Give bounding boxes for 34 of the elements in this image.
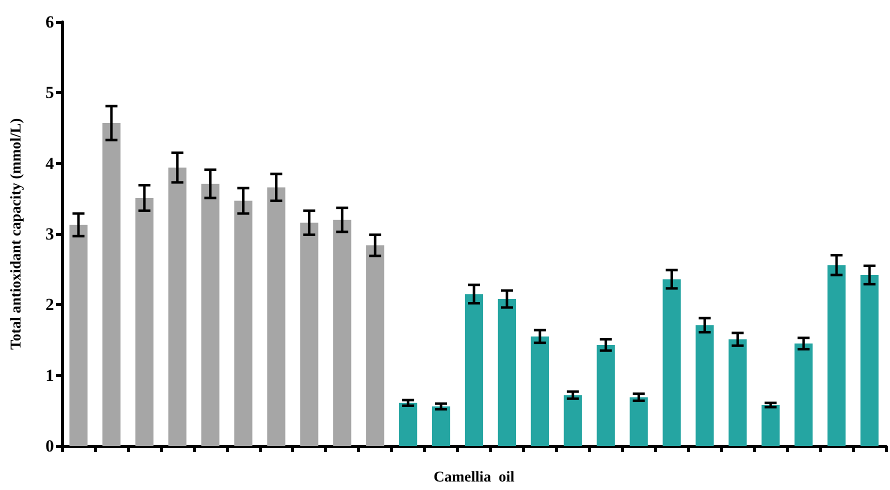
bar [168,168,186,446]
y-tick-label: 2 [46,295,54,314]
bar [630,397,648,446]
y-tick-label: 6 [46,12,54,32]
bar [300,222,318,446]
y-tick-label: 3 [46,224,54,244]
bar [102,123,121,446]
bar [564,395,582,446]
x-axis-title: Camellia oil [434,470,514,486]
bar [662,279,681,446]
y-tick-label: 4 [46,154,54,173]
bar [696,325,714,446]
y-axis-title: Total antioxidant capacity (mmol/L) [8,118,24,350]
bar [69,224,88,446]
bar [794,344,813,446]
bar [530,336,549,446]
bar [432,406,450,446]
bar [498,299,516,446]
bar [234,200,252,446]
bar [135,198,154,446]
bar [399,402,418,446]
bar [860,274,879,446]
bar [827,265,846,446]
bar [728,339,747,446]
bar [333,220,352,446]
bar [596,344,615,446]
bar [201,184,220,446]
bar [366,245,384,446]
y-tick-label: 5 [46,83,54,102]
bar [464,294,484,446]
y-tick-label: 1 [46,366,54,385]
y-tick-label: 0 [46,436,54,456]
bar [267,187,286,446]
bar [762,405,780,446]
